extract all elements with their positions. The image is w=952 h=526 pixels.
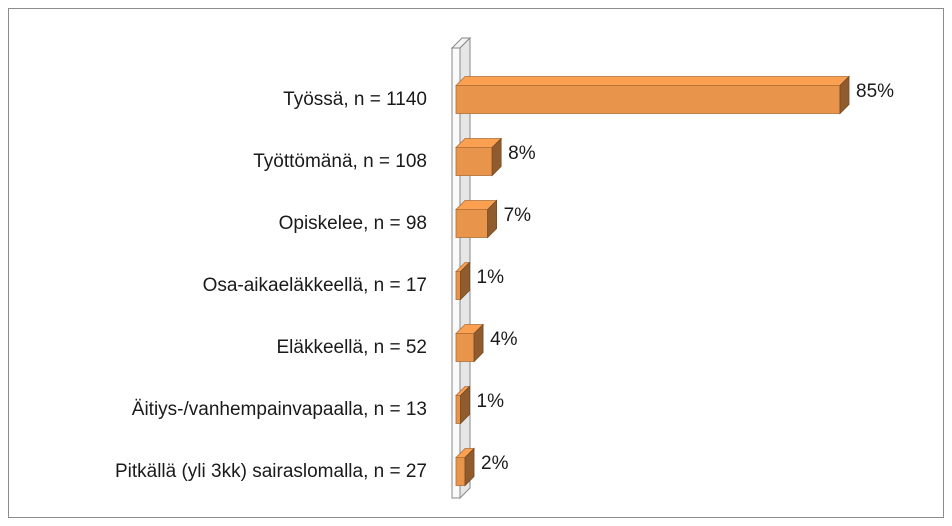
- category-label: Pitkällä (yli 3kk) sairaslomalla, n = 27: [115, 461, 427, 482]
- bar: [455, 209, 489, 238]
- category-label: Osa-aikaeläkkeellä, n = 17: [203, 275, 427, 296]
- bar: [455, 85, 841, 114]
- category-label: Työttömänä, n = 108: [253, 151, 427, 172]
- value-label: 1%: [477, 267, 505, 288]
- bar-top: [455, 76, 850, 86]
- bar-side: [460, 385, 470, 425]
- bar-side: [839, 75, 850, 115]
- bar-side: [460, 261, 470, 301]
- bar: [455, 457, 466, 486]
- category-label: Työssä, n = 1140: [283, 89, 427, 110]
- bar: [455, 147, 493, 176]
- value-label: 7%: [504, 205, 532, 226]
- value-label: 2%: [481, 453, 509, 474]
- bar: [455, 395, 461, 424]
- category-label: Eläkkeellä, n = 52: [276, 337, 427, 358]
- category-label: Opiskelee, n = 98: [279, 213, 427, 234]
- value-label: 1%: [477, 391, 505, 412]
- bar: [455, 333, 475, 362]
- value-label: 8%: [508, 143, 536, 164]
- bar-side: [473, 323, 484, 363]
- value-label: 85%: [856, 81, 894, 102]
- bar-side: [487, 199, 498, 239]
- bar-side: [464, 447, 475, 487]
- category-label: Äitiys-/vanhempainvapaalla, n = 13: [132, 399, 427, 420]
- bar: [455, 271, 461, 300]
- bar-side: [491, 137, 502, 177]
- value-label: 4%: [490, 329, 518, 350]
